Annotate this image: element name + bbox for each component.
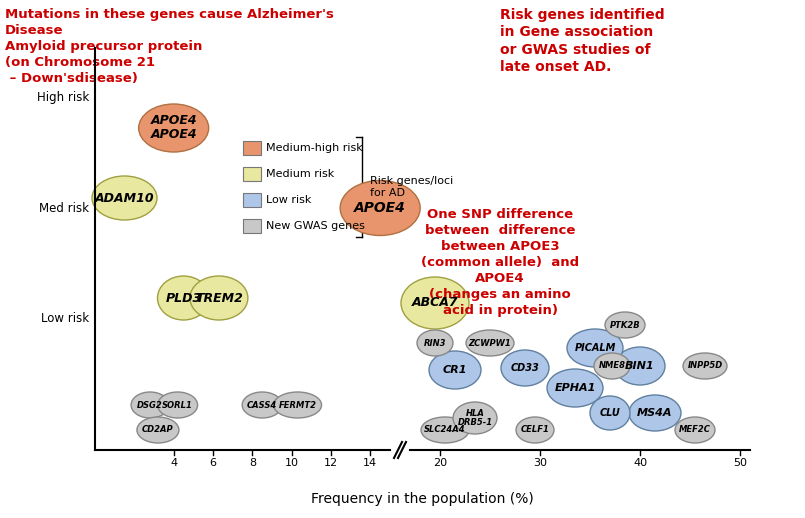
Text: FERMT2: FERMT2 (279, 400, 316, 410)
Ellipse shape (401, 277, 469, 329)
FancyBboxPatch shape (242, 193, 261, 207)
Text: 6: 6 (209, 458, 217, 468)
Ellipse shape (137, 417, 179, 443)
Ellipse shape (590, 396, 630, 430)
Text: Low risk: Low risk (266, 195, 311, 205)
Text: 20: 20 (433, 458, 447, 468)
Text: HLA
DRB5-1: HLA DRB5-1 (457, 409, 493, 427)
Ellipse shape (190, 276, 248, 320)
Text: ZCWPW1: ZCWPW1 (469, 338, 511, 348)
Ellipse shape (567, 329, 623, 367)
Text: High risk: High risk (37, 92, 89, 105)
Text: TREM2: TREM2 (195, 292, 243, 305)
Ellipse shape (683, 353, 727, 379)
Text: 8: 8 (249, 458, 256, 468)
FancyBboxPatch shape (242, 219, 261, 233)
Ellipse shape (131, 392, 169, 418)
Text: 30: 30 (533, 458, 547, 468)
Ellipse shape (466, 330, 514, 356)
Text: 40: 40 (633, 458, 647, 468)
Text: CASS4: CASS4 (247, 400, 277, 410)
Text: Frequency in the population (%): Frequency in the population (%) (311, 492, 534, 506)
Ellipse shape (629, 395, 681, 431)
Text: MS4A: MS4A (638, 408, 673, 418)
Text: Risk genes/loci
for AD: Risk genes/loci for AD (369, 176, 452, 198)
Text: APOE4
APOE4: APOE4 APOE4 (151, 114, 197, 141)
Text: PTK2B: PTK2B (609, 321, 640, 329)
Text: Med risk: Med risk (39, 202, 89, 214)
Text: INPP5D: INPP5D (687, 362, 723, 370)
Ellipse shape (615, 347, 665, 385)
Text: 12: 12 (324, 458, 338, 468)
FancyBboxPatch shape (242, 141, 261, 155)
Text: CLU: CLU (600, 408, 621, 418)
Ellipse shape (92, 176, 157, 220)
Text: Medium risk: Medium risk (266, 169, 334, 179)
Text: New GWAS genes: New GWAS genes (266, 221, 365, 231)
Text: CD2AP: CD2AP (142, 425, 174, 435)
Text: Mutations in these genes cause Alzheimer's
Disease
Amyloid precursor protein
(on: Mutations in these genes cause Alzheimer… (5, 8, 334, 85)
Text: CR1: CR1 (443, 365, 467, 375)
Ellipse shape (429, 351, 481, 389)
Ellipse shape (501, 350, 549, 386)
Text: MEF2C: MEF2C (679, 425, 711, 435)
Text: CD33: CD33 (510, 363, 539, 373)
Text: NME8: NME8 (598, 362, 625, 370)
Ellipse shape (158, 392, 197, 418)
Ellipse shape (421, 417, 469, 443)
Ellipse shape (605, 312, 645, 338)
Ellipse shape (516, 417, 554, 443)
Ellipse shape (594, 353, 630, 379)
Ellipse shape (417, 330, 453, 356)
Ellipse shape (138, 104, 208, 152)
Text: CELF1: CELF1 (521, 425, 550, 435)
Ellipse shape (675, 417, 715, 443)
Ellipse shape (274, 392, 321, 418)
Text: ADAM10: ADAM10 (95, 192, 155, 205)
Ellipse shape (242, 392, 283, 418)
Text: ABCA7: ABCA7 (411, 296, 458, 309)
FancyBboxPatch shape (242, 167, 261, 181)
Text: PLD3: PLD3 (165, 292, 201, 305)
Ellipse shape (341, 180, 420, 236)
Ellipse shape (158, 276, 209, 320)
Text: 4: 4 (170, 458, 177, 468)
Ellipse shape (453, 402, 497, 434)
Text: DSG2: DSG2 (137, 400, 163, 410)
Text: RIN3: RIN3 (423, 338, 446, 348)
Text: SLC24A4: SLC24A4 (424, 425, 466, 435)
Text: One SNP difference
between  difference
between APOE3
(common allele)  and
APOE4
: One SNP difference between difference be… (421, 208, 579, 317)
Text: 10: 10 (285, 458, 299, 468)
Text: Medium-high risk: Medium-high risk (266, 143, 362, 153)
Text: 50: 50 (733, 458, 747, 468)
Text: BIN1: BIN1 (625, 361, 654, 371)
Text: Risk genes identified
in Gene association
or GWAS studies of
late onset AD.: Risk genes identified in Gene associatio… (500, 8, 665, 74)
Text: APOE4: APOE4 (354, 201, 406, 215)
Ellipse shape (547, 369, 603, 407)
Text: SORL1: SORL1 (162, 400, 193, 410)
Text: Low risk: Low risk (41, 311, 89, 324)
Text: PICALM: PICALM (574, 343, 616, 353)
Text: EPHA1: EPHA1 (555, 383, 596, 393)
Text: 14: 14 (363, 458, 378, 468)
